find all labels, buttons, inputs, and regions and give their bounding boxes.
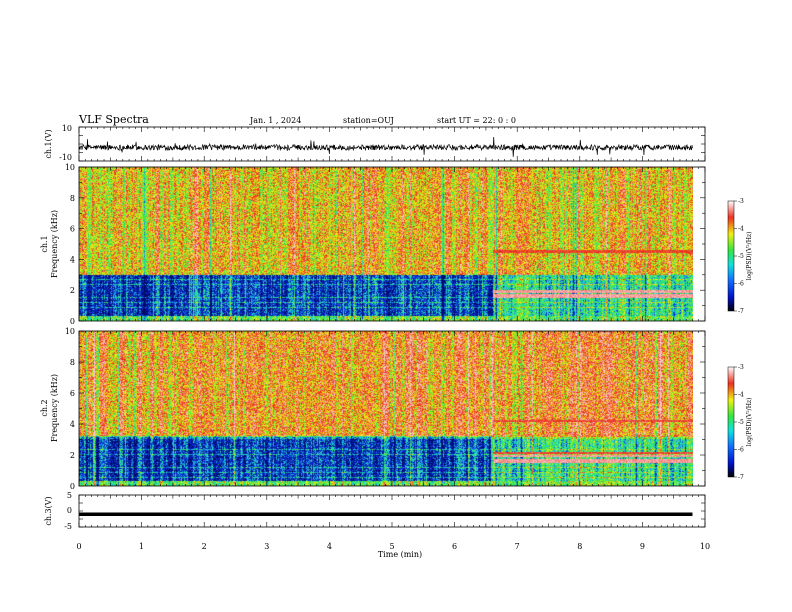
colorbar-tick-label: -5 [738, 253, 744, 260]
figure-title: VLF Spectra [78, 113, 149, 126]
time-tick-label: 10 [700, 542, 710, 551]
ch1-ytick-label: 2 [70, 286, 75, 295]
ch1-frequency-label: Frequency (kHz) [50, 210, 59, 278]
time-axis-ticklabels: 0 1 2 3 4 5 6 7 8 9 10 [76, 542, 710, 551]
ch1-channel-label: ch.1 [40, 235, 49, 252]
colorbar-tick-label: -3 [738, 198, 744, 205]
ch1-colorbar-gradient [727, 200, 735, 312]
ch1-ytick-label: 0 [70, 317, 75, 326]
ch1-ytick-label: 4 [70, 255, 75, 264]
ch2-colorbar: -3 -4 -5 -6 -7 log(PSD)(V²/Hz) [727, 364, 753, 481]
ch2-ytick-label: 8 [70, 358, 75, 367]
ch1-spectrogram-ticks [78, 166, 706, 322]
ch1-waveform-frame [78, 126, 706, 162]
colorbar-tick-label: -6 [738, 281, 744, 288]
ch2-colorbar-ticks: -3 -4 -5 -6 -7 [734, 364, 744, 481]
ch2-ytick-label: 6 [70, 389, 75, 398]
colorbar-tick-label: -7 [738, 474, 744, 481]
date-label: Jan. 1 , 2024 [249, 116, 301, 125]
ch1-ytick-label: 8 [70, 194, 75, 203]
colorbar-tick-label: -5 [738, 419, 744, 426]
time-tick-label: 8 [577, 542, 582, 551]
ch3-ytick-mid: 0 [67, 506, 72, 515]
station-label: station=OUJ [343, 116, 394, 125]
ch2-frequency-label: Frequency (kHz) [50, 374, 59, 442]
ch3-ytick-top: 5 [67, 491, 72, 500]
ch1-waveform-trace [78, 136, 693, 157]
colorbar-tick-label: -4 [738, 226, 744, 233]
time-tick-label: 6 [452, 542, 457, 551]
time-tick-label: 0 [76, 542, 81, 551]
ch2-spectrogram-ticks [78, 330, 706, 487]
ch3-ticks [78, 494, 706, 528]
ch3-ylabel: ch.3(V) [44, 496, 53, 525]
ch2-spectrogram-yticks: 0 2 4 6 8 10 [65, 327, 75, 491]
ch1-ytick-bottom: -10 [59, 153, 72, 162]
ch1-waveform-line [78, 136, 693, 157]
ch2-ytick-label: 0 [70, 482, 75, 491]
time-tick-label: 4 [327, 542, 332, 551]
ch2-ytick-label: 10 [65, 327, 75, 336]
ch1-spectrogram-image [79, 167, 693, 321]
ch1-colorbar-ticks: -3 -4 -5 -6 -7 [734, 198, 744, 315]
time-tick-label: 5 [389, 542, 394, 551]
ch1-ytick-top: 10 [62, 124, 72, 133]
ch2-colorbar-label: log(PSD)(V²/Hz) [746, 398, 753, 447]
ch1-colorbar: -3 -4 -5 -6 -7 log(PSD)(V²/Hz) [727, 198, 753, 315]
ch2-channel-label: ch.2 [40, 399, 49, 416]
ch1-colorbar-label: log(PSD)(V²/Hz) [746, 232, 753, 281]
time-axis-label: Time (min) [378, 550, 422, 559]
colorbar-tick-label: -6 [738, 447, 744, 454]
ch2-colorbar-gradient [727, 366, 735, 478]
ch1-waveform-ticks [78, 126, 706, 162]
ch1-waveform-ylabel: ch.1(V) [44, 129, 53, 158]
colorbar-tick-label: -3 [738, 364, 744, 371]
ch1-ytick-label: 6 [70, 225, 75, 234]
colorbar-tick-label: -7 [738, 308, 744, 315]
ch1-ytick-label: 10 [65, 163, 75, 172]
ch3-panel: 5 0 -5 ch.3(V) 0 1 2 3 4 5 6 7 8 9 10 Time (min) [44, 491, 710, 559]
colorbar-tick-label: -4 [738, 392, 744, 399]
time-tick-label: 7 [515, 542, 520, 551]
time-tick-label: 2 [202, 542, 207, 551]
time-tick-label: 9 [640, 542, 645, 551]
time-tick-label: 1 [139, 542, 144, 551]
ch1-spectrogram-yticks: 0 2 4 6 8 10 [65, 163, 75, 326]
ch2-spectrogram-image [79, 331, 693, 486]
time-tick-label: 3 [264, 542, 269, 551]
ch1-waveform-panel: 10 -10 ch.1(V) [44, 124, 706, 162]
ch2-ytick-label: 2 [70, 451, 75, 460]
ch1-spectrogram-panel: 0 2 4 6 8 10 ch.1 Frequency (kHz) [40, 163, 706, 326]
ch3-ytick-bottom: -5 [64, 522, 72, 531]
start-time-label: start UT = 22: 0 : 0 [437, 116, 516, 125]
ch2-spectrogram-panel: 0 2 4 6 8 10 ch.2 Frequency (kHz) [40, 327, 706, 491]
ch2-ytick-label: 4 [70, 420, 75, 429]
